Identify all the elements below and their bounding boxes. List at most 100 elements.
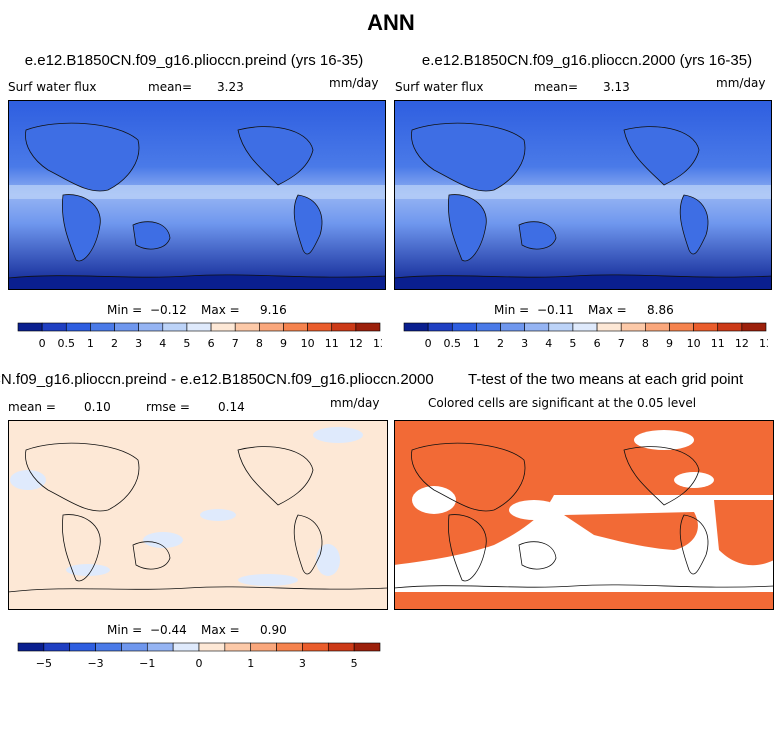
panel-4-subtitle: Colored cells are significant at the 0.0…	[428, 396, 697, 410]
colorbar-tick-label: 7	[618, 337, 625, 350]
panel-2-antarctica	[394, 274, 772, 290]
colorbar-swatch	[95, 642, 122, 652]
panel-4-significant-region	[394, 592, 774, 610]
colorbar-tick-label: 3	[299, 657, 306, 670]
colorbar-tick-label: 1	[247, 657, 254, 670]
colorbar-swatch	[283, 322, 308, 332]
panel-3-patch	[313, 427, 363, 443]
panel-2-left-label: Surf water flux	[395, 80, 484, 94]
panel-2-units: mm/day	[716, 76, 766, 90]
colorbar-tick-label: 8	[642, 337, 649, 350]
colorbar-tick-label: −1	[139, 657, 155, 670]
colorbar-swatch	[717, 322, 743, 332]
colorbar-tick-label: 0.5	[58, 337, 76, 350]
panel-4-nonsignificant-patch	[509, 500, 559, 520]
panel-3-min-value: −0.44	[150, 623, 187, 637]
panel-1-map	[8, 100, 386, 290]
panel-3-rmse-value: 0.14	[218, 400, 245, 414]
panel-3-title: e.e12.B1850CN.f09_g16.plioccn.preind - e…	[0, 371, 434, 388]
colorbar-tick-label: 1	[87, 337, 94, 350]
colorbar-tick-label: 5	[351, 657, 358, 670]
colorbar-tick-label: 13	[373, 337, 382, 350]
colorbar-tick-label: 9	[666, 337, 673, 350]
colorbar-swatch	[224, 642, 252, 652]
panel-3-rmse-label: rmse =	[146, 400, 190, 414]
colorbar-tick-label: 0.5	[444, 337, 462, 350]
colorbar-tick-label: 10	[301, 337, 315, 350]
colorbar-tick-label: 1	[473, 337, 480, 350]
panel-1-mean-value: 3.23	[217, 80, 244, 94]
panel-4-nonsignificant-patch	[634, 430, 694, 450]
panel-4-map	[394, 420, 774, 610]
colorbar-tick-label: 0	[425, 337, 432, 350]
colorbar-tick-label: 11	[325, 337, 339, 350]
colorbar-swatch	[693, 322, 719, 332]
panel-1-max-value: 9.16	[260, 303, 287, 317]
colorbar-swatch	[90, 322, 115, 332]
colorbar-swatch	[596, 322, 622, 332]
panel-1-north-america	[237, 126, 314, 186]
colorbar-tick-label: 6	[208, 337, 215, 350]
colorbar-swatch	[234, 322, 260, 332]
panel-1-title: e.e12.B1850CN.f09_g16.plioccn.preind (yr…	[24, 52, 364, 69]
colorbar-tick-label: 4	[159, 337, 166, 350]
colorbar-tick-label: 12	[735, 337, 749, 350]
panel-2-south-america	[679, 194, 709, 255]
panel-3-field	[8, 420, 388, 610]
colorbar-tick-label: −5	[36, 657, 52, 670]
panel-2-africa	[447, 194, 487, 262]
panel-3-max-value: 0.90	[260, 623, 287, 637]
panel-3-map	[8, 420, 388, 610]
colorbar-tick-label: −3	[87, 657, 103, 670]
colorbar-swatch	[741, 322, 767, 332]
panel-1-left-label: Surf water flux	[8, 80, 97, 94]
panel-3-patch	[200, 509, 236, 521]
panel-1-units: mm/day	[329, 76, 379, 90]
panel-4-title: T-test of the two means at each grid poi…	[468, 371, 744, 388]
colorbar-swatch	[302, 642, 329, 652]
colorbar-tick-label: 0	[196, 657, 203, 670]
colorbar-swatch	[138, 322, 164, 332]
panel-2-eurasia	[411, 122, 526, 192]
panel-2-max-value: 8.86	[647, 303, 674, 317]
panel-2-north-america	[623, 126, 700, 186]
panel-1-max-label: Max =	[201, 303, 240, 317]
panel-4-nonsignificant-patch	[439, 570, 529, 590]
colorbar-tick-label: 0	[39, 337, 46, 350]
panel-1-min-value: −0.12	[150, 303, 187, 317]
colorbar-tick-label: 8	[256, 337, 263, 350]
panel-4-significant-region	[714, 500, 774, 566]
colorbar-tick-label: 4	[545, 337, 552, 350]
panel-1-mean-label: mean=	[148, 80, 193, 94]
colorbar-tick-label: 3	[135, 337, 142, 350]
panel-3-max-label: Max =	[201, 623, 240, 637]
panel-2-mean-label: mean=	[534, 80, 579, 94]
panel-3-patch	[316, 544, 340, 576]
colorbar-swatch	[250, 642, 277, 652]
colorbar-tick-label: 2	[111, 337, 118, 350]
colorbar-tick-label: 13	[759, 337, 768, 350]
colorbar-tick-label: 5	[183, 337, 190, 350]
panel-1-africa	[61, 194, 101, 262]
colorbar-swatch	[353, 642, 381, 652]
colorbar-swatch	[162, 322, 188, 332]
panel-3-mean-label: mean =	[8, 400, 56, 414]
panel-1-colorbar: 00.512345678910111213	[17, 322, 382, 350]
colorbar-swatch	[114, 322, 139, 332]
panel-1-min-label: Min =	[107, 303, 143, 317]
colorbar-swatch	[65, 322, 91, 332]
colorbar-swatch	[186, 322, 212, 332]
colorbar-tick-label: 12	[349, 337, 363, 350]
colorbar-swatch	[572, 322, 598, 332]
panel-3-colorbar: −5 −3 −1 0 1 3 5	[17, 642, 381, 670]
panel-4-significant-region	[564, 512, 698, 550]
colorbar-swatch	[645, 322, 670, 332]
panel-3-min-label: Min =	[107, 623, 143, 637]
colorbar-swatch	[276, 642, 303, 652]
panel-4-nonsignificant-patch	[412, 486, 456, 514]
colorbar-swatch	[172, 642, 200, 652]
panel-2-title: e.e12.B1850CN.f09_g16.plioccn.2000 (yrs …	[421, 52, 753, 69]
colorbar-tick-label: 5	[569, 337, 576, 350]
panel-1-south-america	[293, 194, 323, 255]
colorbar-tick-label: 3	[521, 337, 528, 350]
